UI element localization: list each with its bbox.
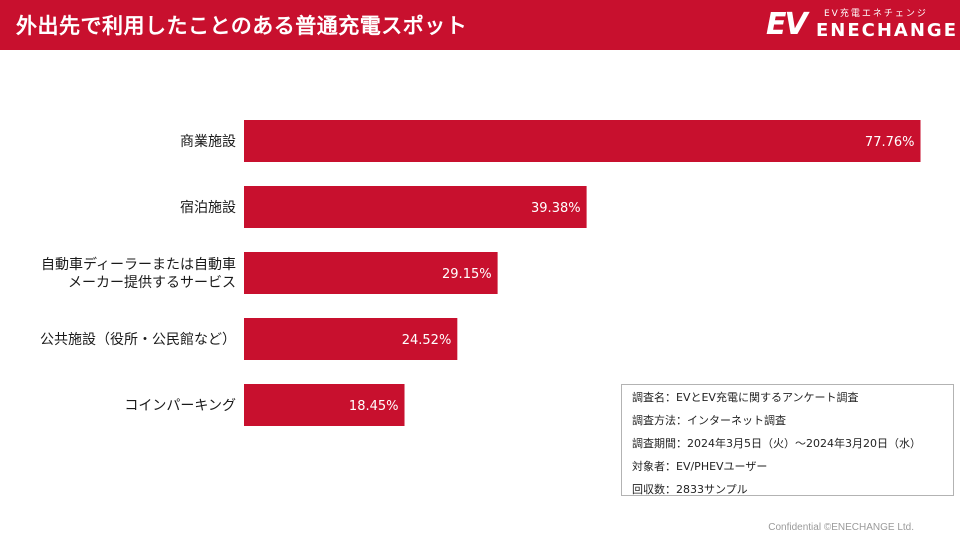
value-label-0: 77.76% bbox=[865, 135, 915, 150]
value-label-2: 29.15% bbox=[442, 267, 492, 282]
footer-confidential: Confidential ©ENECHANGE Ltd. bbox=[768, 522, 914, 533]
bar-chart: 77.76% 商業施設 39.38% 宿泊施設 29.15% 自動車ディーラーまたは自動車… bbox=[40, 120, 921, 426]
value-label-4: 18.45% bbox=[349, 399, 399, 414]
header-bar: 外出先で利用したことのある普通充電スポット EV EV充電エネチェンジ ENEC… bbox=[0, 0, 960, 50]
enechange-logo: EV EV充電エネチェンジ ENECHANGE bbox=[766, 4, 956, 46]
survey-info-box: 調査名：EVとEV充電に関するアンケート調査 調査方法：インターネット調査 調査… bbox=[621, 384, 954, 496]
bar-2 bbox=[244, 252, 498, 294]
category-label-1: 宿泊施設 bbox=[180, 199, 236, 216]
logo-name: ENECHANGE bbox=[816, 20, 958, 41]
value-label-3: 24.52% bbox=[402, 333, 452, 348]
bar-3 bbox=[244, 318, 458, 360]
survey-count: 回収数：2833サンプル bbox=[632, 483, 748, 496]
logo-mark: EV bbox=[766, 7, 808, 42]
survey-method: 調査方法：インターネット調査 bbox=[632, 414, 786, 427]
value-label-1: 39.38% bbox=[531, 201, 581, 216]
bar-4 bbox=[244, 384, 405, 426]
survey-target: 対象者：EV/PHEVユーザー bbox=[632, 460, 768, 473]
bar-1 bbox=[244, 186, 587, 228]
category-label-2: 自動車ディーラーまたは自動車メーカー提供するサービス bbox=[41, 256, 236, 291]
category-label-0: 商業施設 bbox=[180, 134, 236, 150]
category-label-3: 公共施設（役所・公民館など） bbox=[40, 331, 236, 348]
bar-0 bbox=[244, 120, 921, 162]
survey-period: 調査期間：2024年3月5日（火）〜2024年3月20日（水） bbox=[632, 437, 921, 450]
logo-tagline: EV充電エネチェンジ bbox=[824, 9, 928, 19]
survey-name: 調査名：EVとEV充電に関するアンケート調査 bbox=[632, 391, 859, 404]
category-label-4: コインパーキング bbox=[124, 398, 236, 414]
page-title: 外出先で利用したことのある普通充電スポット bbox=[16, 14, 468, 38]
